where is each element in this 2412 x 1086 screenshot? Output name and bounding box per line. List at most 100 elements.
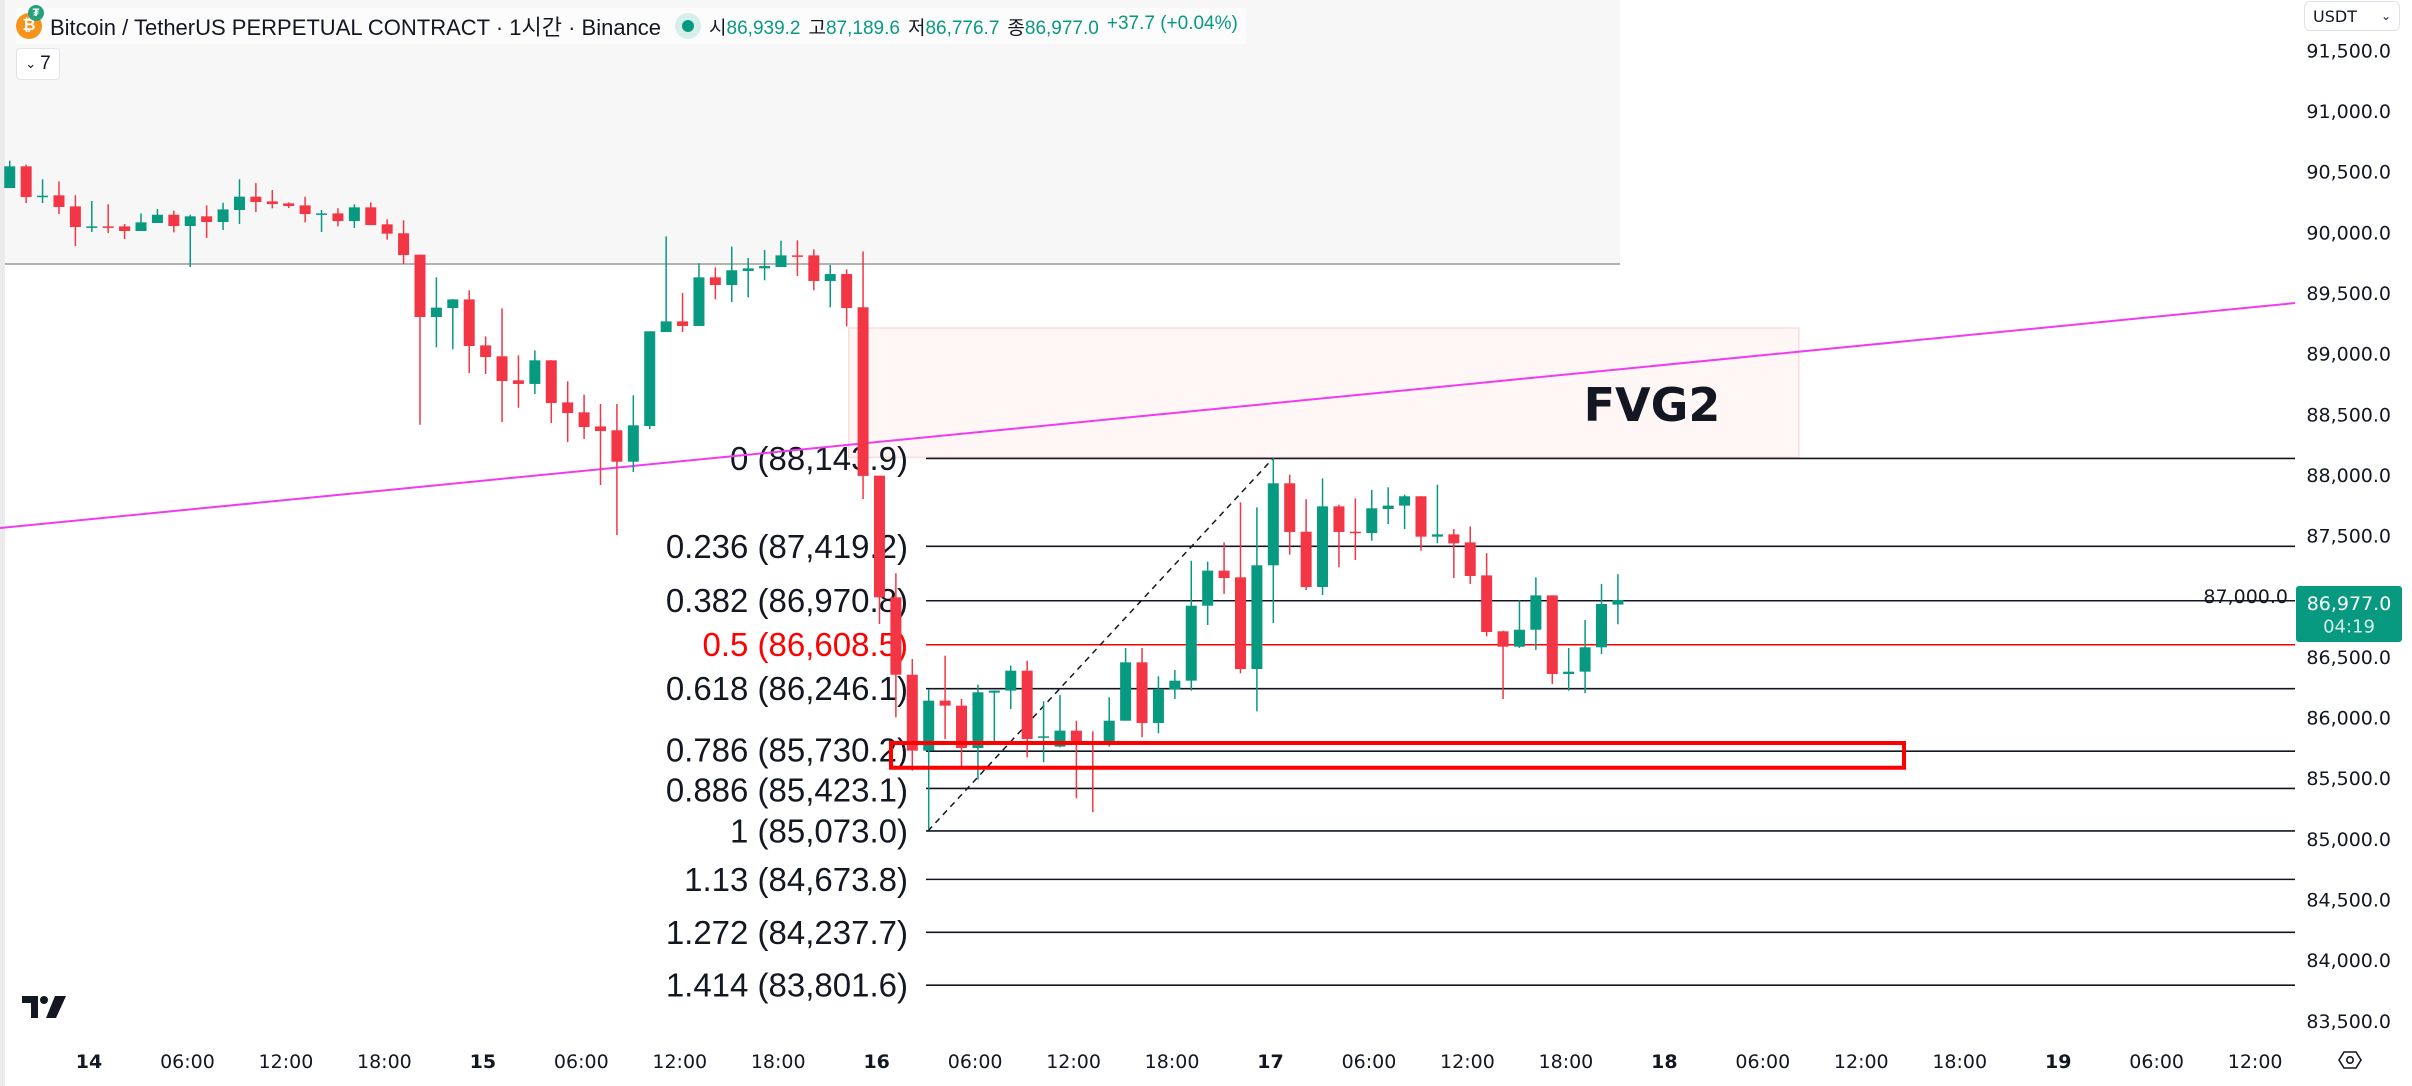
candle — [332, 208, 344, 227]
candle — [447, 299, 459, 350]
left-edge — [0, 0, 5, 1086]
price-tick-label: 86,500.0 — [2306, 647, 2391, 669]
candle — [873, 475, 885, 625]
candle — [791, 240, 803, 276]
candle — [250, 183, 262, 213]
candle — [1005, 665, 1017, 710]
indicators-toggle-button[interactable]: ⌄ 7 — [16, 48, 60, 80]
candle — [69, 195, 81, 247]
candle — [627, 395, 639, 473]
candle — [381, 219, 393, 240]
candle — [1530, 577, 1542, 650]
time-tick-label: 12:00 — [652, 1051, 707, 1073]
candle-body — [480, 345, 492, 358]
candle — [988, 690, 1000, 744]
candle — [37, 179, 49, 203]
symbol-legend[interactable]: ₿ ₮ Bitcoin / TetherUS PERPETUAL CONTRACT… — [16, 5, 1246, 44]
market-status-icon[interactable] — [675, 13, 702, 39]
candle — [1563, 648, 1575, 691]
candle — [135, 213, 147, 231]
magenta-trendline[interactable] — [0, 302, 2296, 530]
candle — [759, 250, 771, 281]
fvg2-zone[interactable] — [848, 327, 1800, 459]
fvg2-rectangle[interactable] — [848, 327, 1800, 459]
candle — [86, 201, 98, 232]
candle-body — [1169, 680, 1181, 690]
candle-body — [594, 426, 606, 432]
symbol-title[interactable]: Bitcoin / TetherUS PERPETUAL CONTRACT · … — [50, 15, 662, 40]
fib-level-label: 1.272 (84,237.7) — [666, 914, 908, 951]
candle-body — [873, 475, 885, 598]
bitcoin-icon: ₿ ₮ — [16, 5, 44, 39]
candle — [1596, 583, 1608, 654]
time-tick-label: 18 — [1651, 1051, 1677, 1073]
candle — [53, 181, 65, 215]
price-tick-label: 84,500.0 — [2306, 889, 2391, 911]
price-tick-label: 85,000.0 — [2306, 829, 2391, 851]
candle-body — [430, 307, 442, 317]
fib-anchor-dashed-line[interactable] — [927, 457, 1274, 832]
candle — [1464, 526, 1476, 584]
candle-body — [1481, 575, 1493, 633]
candle — [972, 684, 984, 780]
candle-body — [1497, 631, 1509, 647]
candle-body — [184, 216, 196, 227]
last-price-tag: 86,977.0 04:19 — [2296, 586, 2402, 642]
candle-body — [348, 207, 360, 222]
candle-body — [1218, 570, 1230, 579]
candle — [906, 658, 918, 771]
time-tick-label: 17 — [1257, 1051, 1283, 1073]
candle — [1038, 701, 1050, 763]
candles — [4, 160, 1624, 830]
time-tick-label: 06:00 — [554, 1051, 609, 1073]
candle — [1497, 630, 1509, 699]
highlight-rectangle[interactable] — [5, 0, 1620, 264]
candle-body — [512, 380, 524, 384]
candle-body — [1579, 647, 1591, 672]
candle-body — [1546, 595, 1558, 674]
settings-icon[interactable] — [2338, 1050, 2362, 1070]
candle — [857, 251, 869, 499]
candle — [20, 164, 32, 203]
fibonacci-retracement[interactable]: 0 (88,143.9) 0.236 (87,419.2) 0.382 (86,97… — [666, 440, 2295, 1004]
candle-body — [37, 195, 49, 198]
red-rectangle-zone[interactable] — [889, 741, 1906, 770]
price-tick-label: 90,500.0 — [2306, 162, 2391, 184]
ohlc-values: 시86,939.2 고87,189.6 저86,776.7 종86,977.0 … — [709, 13, 1238, 40]
time-tick-label: 18:00 — [357, 1051, 412, 1073]
time-tick-label: 06:00 — [948, 1051, 1003, 1073]
fib-level-label: 1 (85,073.0) — [730, 812, 908, 849]
candle — [1415, 496, 1427, 551]
candle-body — [151, 214, 163, 223]
time-tick-label: 06:00 — [1735, 1051, 1790, 1073]
candle-body — [956, 705, 968, 748]
time-tick-label: 12:00 — [1834, 1051, 1889, 1073]
time-tick-label: 12:00 — [2228, 1051, 2283, 1073]
candle-body — [1300, 531, 1312, 588]
candle-body — [250, 196, 262, 203]
candle-body — [1513, 629, 1525, 647]
support-box[interactable] — [889, 741, 1906, 770]
time-tick-label: 16 — [863, 1051, 889, 1073]
currency-select-value: USDT — [2313, 6, 2357, 26]
candle-body — [693, 277, 705, 326]
price-tick-label: 84,000.0 — [2306, 950, 2391, 972]
price-axis[interactable]: 91,500.0 91,000.0 90,500.0 90,000.0 89,500.0… — [2203, 0, 2412, 1086]
time-tick-label: 18:00 — [751, 1051, 806, 1073]
candle — [119, 223, 131, 240]
candle — [1234, 502, 1246, 674]
candle-body — [529, 360, 541, 384]
time-axis[interactable]: 14 06:00 12:00 18:00 15 06:00 12:00 18:00 16 06:0… — [76, 1051, 2283, 1073]
low-label: 저 — [907, 17, 926, 39]
candle — [365, 202, 377, 226]
candle-body — [1349, 531, 1361, 534]
candle-body — [1464, 542, 1476, 576]
tradingview-logo-icon[interactable] — [22, 994, 68, 1020]
candle — [496, 308, 508, 423]
currency-select[interactable]: USDT ⌄ — [2304, 1, 2400, 31]
candle-body — [906, 674, 918, 751]
trendlines[interactable] — [0, 302, 2296, 832]
candle-body — [299, 205, 311, 215]
price-tick-label: 86,000.0 — [2306, 708, 2391, 730]
